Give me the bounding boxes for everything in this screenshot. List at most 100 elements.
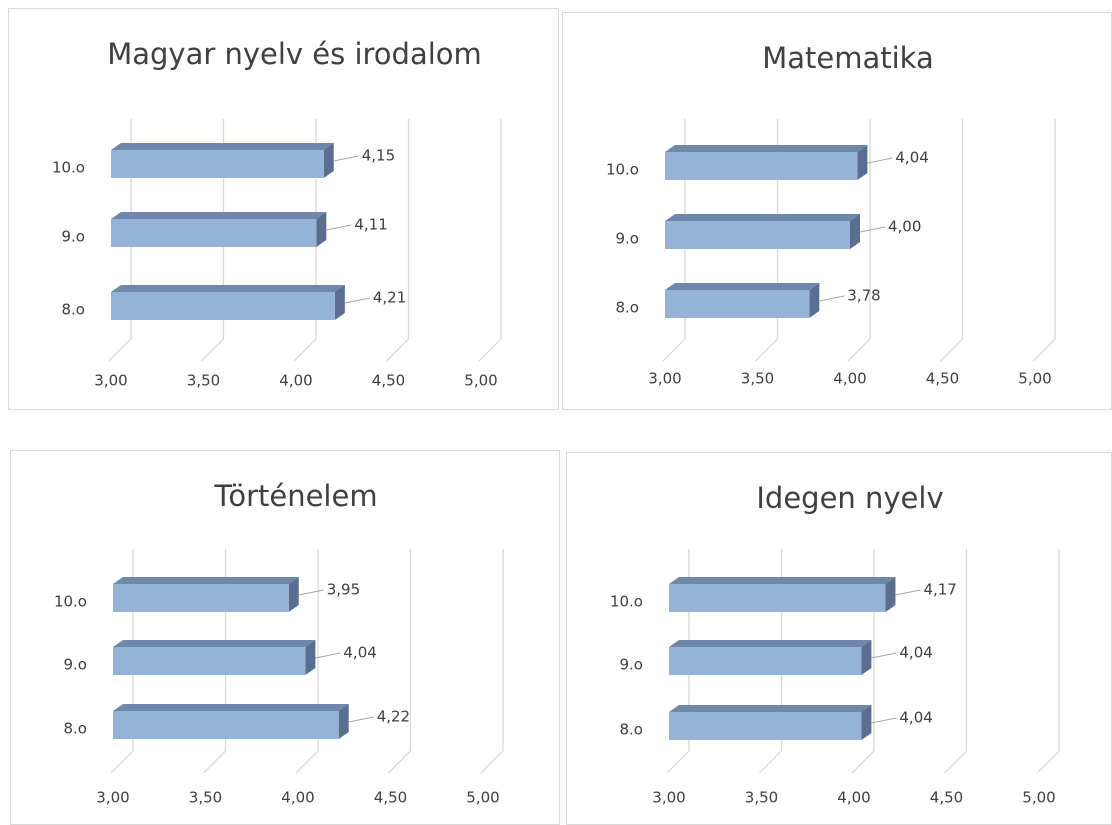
grid-line: [944, 549, 968, 774]
y-tick-label: 8.o: [620, 721, 644, 739]
bar: [665, 152, 858, 180]
x-tick-label: 5,00: [466, 789, 499, 807]
bar-top: [113, 577, 299, 584]
y-tick-label: 8.o: [62, 301, 86, 319]
y-tick-label: 9.o: [620, 656, 644, 674]
bar-end: [850, 214, 860, 249]
chart-panel: Magyar nyelv és irodalom 3,00 3,50 4,00 4,50…: [8, 8, 559, 410]
data-label: 4,00: [888, 218, 921, 236]
data-label: 4,15: [362, 147, 395, 165]
data-label: 4,04: [343, 644, 376, 662]
data-label: 4,04: [899, 709, 932, 727]
leader-line: [819, 295, 845, 302]
bar-end: [305, 640, 316, 675]
bar-top: [111, 143, 334, 150]
leader-line: [867, 157, 893, 164]
y-tick-label: 9.o: [62, 228, 86, 246]
bar: [113, 647, 306, 675]
x-tick-label: 4,00: [833, 370, 866, 388]
grid-line: [851, 549, 875, 774]
y-tick-label: 10.o: [610, 593, 643, 611]
bar: [665, 221, 850, 249]
data-label: 4,11: [354, 216, 387, 234]
grid-line: [847, 119, 871, 362]
grid-line: [386, 119, 410, 362]
bar-end: [338, 704, 349, 739]
leader-line: [333, 155, 359, 162]
grid-line: [1036, 549, 1060, 774]
y-tick-label: 10.o: [54, 593, 87, 611]
bar-end: [323, 143, 334, 178]
bar-top: [111, 285, 345, 292]
bar-end: [857, 145, 868, 180]
data-label: 4,22: [377, 708, 410, 726]
grid-line: [388, 549, 412, 774]
bar-top: [113, 640, 316, 647]
leader-line: [298, 589, 324, 596]
leader-line: [326, 224, 352, 231]
x-tick-label: 3,50: [187, 372, 220, 390]
data-label: 4,04: [895, 149, 928, 167]
x-tick-label: 3,50: [741, 370, 774, 388]
bar-end: [809, 283, 820, 318]
grid-line: [1032, 119, 1056, 362]
x-tick-label: 5,00: [464, 372, 497, 390]
leader-line: [348, 716, 374, 723]
grid-line: [755, 119, 779, 362]
x-tick-label: 4,00: [279, 372, 312, 390]
y-tick-label: 9.o: [64, 656, 88, 674]
leader-line: [871, 652, 897, 659]
chart-panel: Idegen nyelv 3,00 3,50 4,00 4,50 5,00 8.o 4,04 9…: [566, 452, 1112, 825]
data-label: 4,21: [373, 289, 406, 307]
x-tick-label: 4,50: [374, 789, 407, 807]
x-tick-label: 4,50: [926, 370, 959, 388]
bar-top: [669, 705, 872, 712]
grid-line: [662, 119, 686, 362]
y-tick-label: 9.o: [616, 230, 640, 248]
grid-line: [480, 549, 504, 774]
bar: [113, 711, 339, 739]
leader-line: [871, 717, 897, 724]
y-tick-label: 10.o: [52, 159, 85, 177]
chart-panel: Matematika 3,00 3,50 4,00 4,50 5,00 8.o 3,78 9.o…: [562, 12, 1112, 410]
y-tick-label: 10.o: [606, 161, 639, 179]
x-tick-label: 4,00: [281, 789, 314, 807]
bar: [669, 712, 862, 740]
x-tick-label: 3,00: [94, 372, 127, 390]
chart-title: Magyar nyelv és irodalom: [107, 37, 482, 71]
x-tick-label: 3,50: [745, 789, 778, 807]
bar: [113, 584, 289, 612]
grid-line: [759, 549, 783, 774]
x-tick-label: 4,00: [837, 789, 870, 807]
bar-top: [665, 283, 820, 290]
grid-line: [478, 119, 502, 362]
grid-line: [203, 549, 227, 774]
data-label: 3,95: [327, 581, 360, 599]
leader-line: [859, 226, 886, 233]
chart-title: Történelem: [213, 479, 377, 513]
bar: [669, 584, 886, 612]
data-label: 4,04: [899, 644, 932, 662]
bar: [665, 290, 810, 318]
x-tick-label: 3,00: [648, 370, 681, 388]
x-tick-label: 4,50: [930, 789, 963, 807]
bar-top: [111, 212, 327, 219]
x-tick-label: 3,00: [652, 789, 685, 807]
x-tick-label: 5,00: [1018, 370, 1051, 388]
bar-top: [113, 704, 349, 711]
grid-line: [293, 119, 317, 362]
bar-end: [861, 705, 872, 740]
bar: [111, 292, 335, 320]
grid-line: [110, 549, 134, 774]
bar-end: [316, 212, 327, 247]
grid-line: [201, 119, 225, 362]
x-tick-label: 3,00: [96, 789, 129, 807]
bar: [111, 219, 317, 247]
chart-title: Idegen nyelv: [756, 481, 943, 515]
bar: [111, 150, 324, 178]
y-tick-label: 8.o: [64, 720, 88, 738]
bar-end: [861, 640, 872, 675]
bar-end: [334, 285, 345, 320]
bar: [669, 647, 862, 675]
chart-panel: Történelem 3,00 3,50 4,00 4,50 5,00 8.o 4,22 9.o…: [10, 450, 560, 825]
